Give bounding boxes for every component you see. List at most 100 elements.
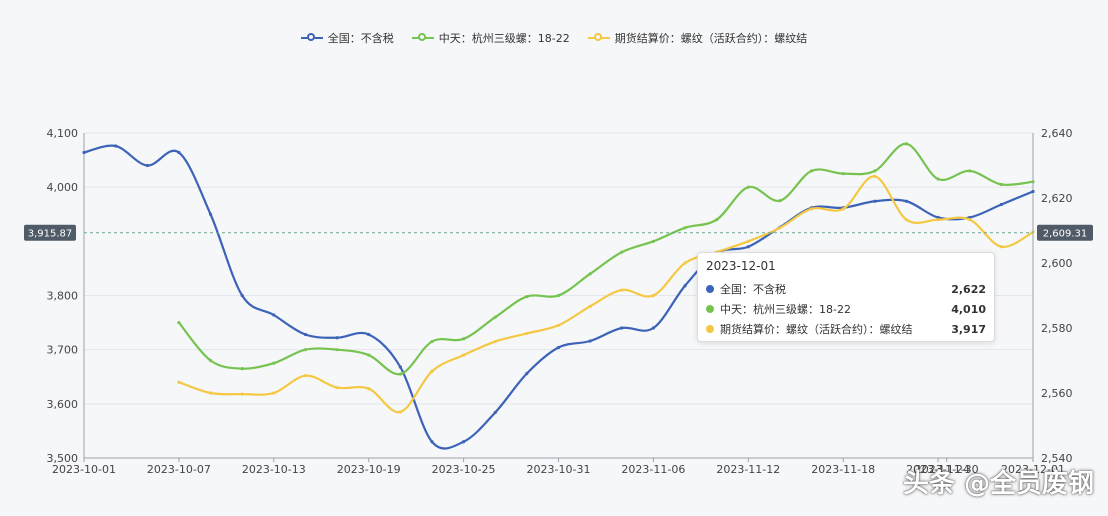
y-right-tick-label: 2,600 — [1041, 257, 1073, 270]
data-point — [525, 371, 529, 376]
data-point — [398, 365, 402, 369]
data-point — [303, 332, 308, 337]
data-point — [145, 163, 149, 168]
data-point — [462, 353, 466, 357]
data-point — [272, 391, 276, 395]
data-point — [651, 293, 656, 298]
data-point — [620, 326, 624, 330]
data-point — [525, 294, 529, 299]
y-left-tick-label: 3,800 — [47, 290, 79, 303]
tooltip-series-value: 4,010 — [951, 302, 986, 316]
data-point — [208, 358, 213, 363]
data-point — [873, 174, 877, 178]
data-point — [556, 293, 561, 298]
data-point — [873, 199, 877, 203]
data-point — [715, 218, 719, 222]
x-tick-label: 2023-11-18 — [811, 463, 875, 476]
y-right-tick-label: 2,580 — [1041, 322, 1073, 335]
data-point — [177, 380, 181, 384]
data-point — [303, 374, 308, 378]
series-line-2 — [178, 175, 1034, 414]
data-point — [968, 218, 972, 222]
y-left-tick-label: 3,500 — [47, 452, 79, 465]
series-line-1 — [178, 142, 1034, 376]
tooltip-row: 全国：不含税 2,622 — [706, 279, 986, 299]
crosshair-left-label: 3,915.87 — [28, 229, 73, 240]
data-point — [430, 369, 434, 373]
tooltip-series-name: 期货结算价：螺纹（活跃合约）：螺纹结 — [720, 323, 913, 336]
data-point — [809, 207, 814, 211]
y-right-tick-label: 2,560 — [1041, 387, 1073, 400]
series-dot-icon — [706, 325, 714, 333]
legend-item-zhongtian[interactable]: 中天：杭州三级螺：18-22 — [411, 30, 570, 46]
data-point — [367, 353, 371, 357]
x-tick-label: 2023-10-31 — [527, 463, 591, 476]
tooltip-series-name: 全国：不含税 — [720, 283, 786, 296]
data-point — [114, 144, 118, 148]
x-tick-label: 2023-11-24 — [906, 463, 970, 476]
data-point — [588, 272, 592, 276]
data-point — [493, 315, 497, 319]
data-point — [398, 372, 402, 376]
data-point — [936, 177, 940, 181]
series-dot-icon — [706, 285, 714, 293]
legend-label: 中天：杭州三级螺：18-22 — [438, 32, 570, 45]
data-point — [904, 218, 909, 222]
data-point — [240, 392, 244, 396]
data-point — [430, 339, 434, 344]
series-dot-icon — [706, 305, 714, 313]
x-tick-label: 2023-12-01 — [1001, 463, 1065, 476]
legend-swatch-icon — [411, 32, 434, 44]
data-point — [746, 245, 750, 249]
data-point — [620, 250, 624, 254]
data-point — [335, 336, 339, 340]
data-point — [873, 169, 877, 173]
data-point — [556, 323, 561, 327]
data-point — [430, 440, 434, 444]
legend-swatch-icon — [300, 32, 323, 44]
x-tick-label: 2023-11-30 — [915, 463, 979, 476]
legend-label: 期货结算价：螺纹（活跃合约）：螺纹结 — [614, 32, 808, 45]
data-point — [462, 440, 466, 444]
legend-item-futures[interactable]: 期货结算价：螺纹（活跃合约）：螺纹结 — [587, 30, 808, 46]
data-point — [841, 207, 845, 211]
data-point — [746, 239, 750, 243]
crosshair-right-label: 2,609.31 — [1043, 229, 1088, 240]
data-point — [904, 199, 909, 203]
data-point — [367, 332, 371, 337]
data-point — [493, 410, 497, 415]
data-point — [208, 212, 213, 216]
crosshair: 3,915.87 2,609.31 — [24, 133, 1093, 458]
tooltip-series-name: 中天：杭州三级螺：18-22 — [720, 303, 851, 316]
tooltip-series-value: 3,917 — [951, 322, 986, 336]
data-point — [493, 339, 497, 344]
tooltip-row: 中天：杭州三级螺：18-22 4,010 — [706, 299, 986, 319]
data-point — [683, 226, 687, 230]
x-tick-label: 2023-11-06 — [621, 463, 685, 476]
axes: 3,500 3,600 3,700 3,800 4,000 4,100 2,540 2,560… — [47, 127, 1073, 476]
data-point — [82, 150, 86, 155]
tooltip-row: 期货结算价：螺纹（活跃合约）：螺纹结 3,917 — [706, 319, 986, 339]
y-left-tick-label: 3,700 — [47, 344, 79, 357]
legend-swatch-icon — [587, 32, 610, 44]
x-tick-label: 2023-10-07 — [147, 463, 211, 476]
data-point — [778, 226, 782, 230]
data-point — [968, 169, 972, 173]
data-point — [999, 182, 1003, 187]
y-right-tick-label: 2,620 — [1041, 192, 1073, 205]
x-tick-label: 2023-10-01 — [52, 463, 116, 476]
crosshair-right-badge — [1037, 224, 1093, 241]
legend-item-national[interactable]: 全国：不含税 — [300, 30, 394, 46]
data-point — [240, 367, 244, 371]
series-lines — [82, 142, 1035, 450]
data-point — [335, 385, 339, 390]
data-point — [335, 348, 339, 352]
x-tick-label: 2023-10-19 — [337, 463, 401, 476]
data-point — [809, 169, 814, 173]
data-point — [177, 320, 181, 325]
y-left-tick-label: 4,100 — [47, 127, 79, 140]
data-point — [272, 313, 276, 317]
data-point — [240, 293, 244, 298]
watermark: 头条 @全员废钢 — [902, 469, 1094, 499]
crosshair-left-badge — [24, 224, 76, 241]
